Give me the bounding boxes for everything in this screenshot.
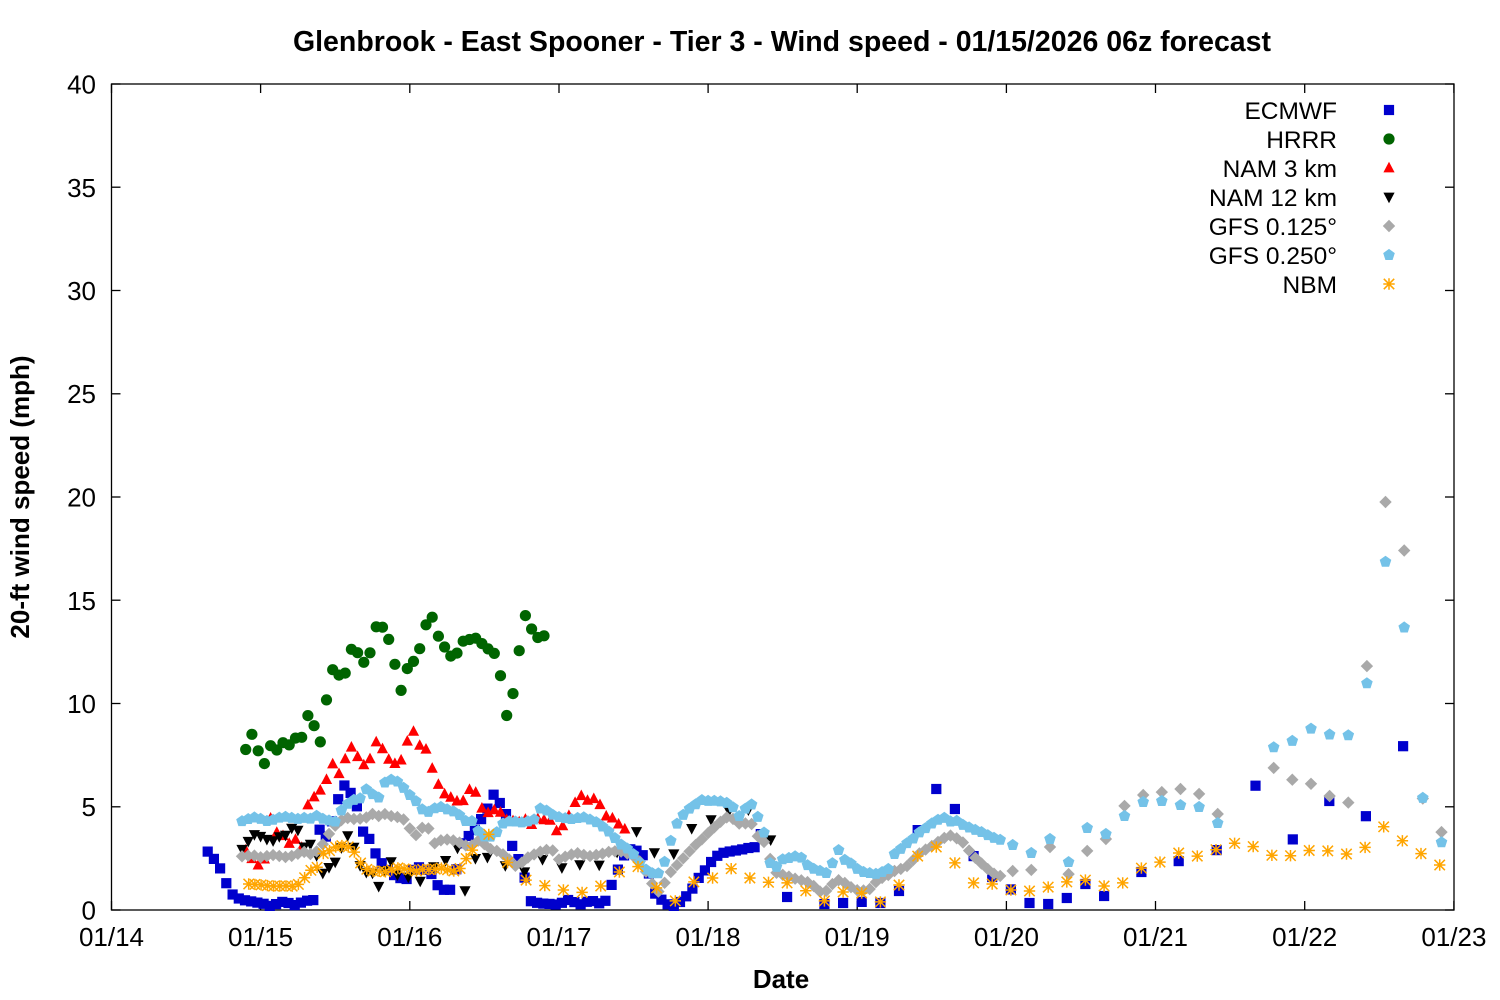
svg-text:20: 20 [67,483,96,513]
svg-text:01/19: 01/19 [825,922,890,952]
svg-text:HRRR: HRRR [1266,127,1337,154]
svg-text:01/16: 01/16 [377,922,442,952]
svg-text:ECMWF: ECMWF [1244,98,1337,125]
svg-text:NAM 12 km: NAM 12 km [1209,185,1337,212]
svg-text:15: 15 [67,586,96,616]
svg-text:01/14: 01/14 [79,922,144,952]
svg-text:Glenbrook - East Spooner - Tie: Glenbrook - East Spooner - Tier 3 - Wind… [293,26,1272,58]
svg-text:20-ft wind speed (mph): 20-ft wind speed (mph) [5,355,35,638]
svg-text:01/20: 01/20 [974,922,1039,952]
svg-text:01/23: 01/23 [1421,922,1486,952]
svg-text:NAM 3 km: NAM 3 km [1223,156,1337,183]
svg-text:NBM: NBM [1283,272,1337,299]
svg-text:0: 0 [82,896,96,926]
svg-text:40: 40 [67,70,96,100]
svg-text:10: 10 [67,689,96,719]
svg-text:01/22: 01/22 [1272,922,1337,952]
svg-text:01/18: 01/18 [676,922,741,952]
svg-text:35: 35 [67,173,96,203]
svg-text:25: 25 [67,379,96,409]
svg-text:5: 5 [82,792,96,822]
svg-text:30: 30 [67,276,96,306]
svg-text:GFS 0.125°: GFS 0.125° [1209,214,1337,241]
svg-text:Date: Date [753,964,809,994]
svg-text:01/17: 01/17 [526,922,591,952]
svg-text:01/15: 01/15 [228,922,293,952]
svg-text:GFS 0.250°: GFS 0.250° [1209,243,1337,270]
svg-text:01/21: 01/21 [1123,922,1188,952]
